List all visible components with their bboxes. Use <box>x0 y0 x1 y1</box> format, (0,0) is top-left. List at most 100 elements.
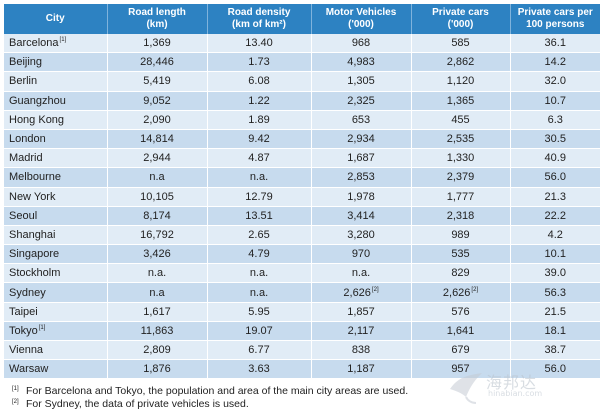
cell-value: 12.79 <box>245 190 273 203</box>
cell-value: 4.87 <box>248 152 270 165</box>
cell-value: 6.3 <box>547 113 563 126</box>
cell-motor-vehicles: 2,6262 <box>311 282 412 303</box>
cell-value: Tokyo <box>9 324 38 337</box>
cell-value: n.a. <box>249 171 269 184</box>
cell-city: Seoul <box>4 206 108 226</box>
cell-private-cars: 535 <box>411 244 511 265</box>
cell-value: 2,944 <box>143 152 171 165</box>
document: City Road length (km) Road density (km of km… <box>4 4 600 411</box>
cell-road-density: 4.79 <box>207 244 312 265</box>
cell-value: 653 <box>351 113 371 126</box>
cell-value: 3,280 <box>347 228 375 241</box>
cell-motor-vehicles: 1,687 <box>311 148 412 169</box>
cell-value: 989 <box>451 228 470 241</box>
cell-value: 16,792 <box>140 228 174 241</box>
bird-logo-icon <box>450 373 482 404</box>
footnote: [1] For Barcelona and Tokyo, the populati… <box>4 385 600 398</box>
table-row: Seoul 8,174 13.51 3,414 2,318 22.2 <box>4 206 600 226</box>
cell-value: Sydney <box>9 286 46 299</box>
cell-value: Barcelona <box>9 37 59 50</box>
table-row: Stockholm n.a. n.a. n.a. 829 39.0 <box>4 263 600 284</box>
cell-per100: 38.7 <box>510 340 600 361</box>
cell-city: Stockholm <box>4 263 108 284</box>
cell-value: Beijing <box>9 56 43 69</box>
cell-value: 13.40 <box>245 37 273 50</box>
cell-road-density: 13.51 <box>207 206 312 226</box>
cell-value: 10.1 <box>544 248 566 261</box>
cell-road-length: 14,814 <box>107 129 208 150</box>
cell-value: 1,687 <box>347 152 375 165</box>
table-row: Vienna 2,809 6.77 838 679 38.7 <box>4 340 600 361</box>
cell-private-cars: 585 <box>411 34 511 54</box>
cell-road-length: 11,863 <box>107 321 208 342</box>
cell-city: Taipei <box>4 302 108 322</box>
cell-motor-vehicles: 970 <box>311 244 412 265</box>
cell-city: New York <box>4 187 108 207</box>
cell-value: 3,414 <box>347 209 375 222</box>
cell-value: n.a. <box>351 267 371 280</box>
cell-value: 8,174 <box>143 209 171 222</box>
header-row: City Road length (km) Road density (km of km… <box>4 4 600 34</box>
cell-value: 32.0 <box>544 75 566 88</box>
footnote-marker: 2 <box>372 287 379 293</box>
cell-value: 838 <box>351 344 371 357</box>
cell-per100: 6.3 <box>510 110 600 130</box>
cell-value: 1,857 <box>347 305 375 318</box>
cell-motor-vehicles: 1,978 <box>311 187 412 207</box>
cell-road-length: 5,419 <box>107 71 208 92</box>
cell-value: 2,626 <box>343 286 371 299</box>
watermark-sub: hinabian.com <box>488 389 543 398</box>
cell-value: Vienna <box>9 344 44 357</box>
cell-motor-vehicles: 3,414 <box>311 206 412 226</box>
cell-value: 1,120 <box>446 75 475 88</box>
cell-private-cars: 1,365 <box>411 91 511 111</box>
table-row: Singapore 3,426 4.79 970 535 10.1 <box>4 244 600 265</box>
cell-value: 1,978 <box>347 190 375 203</box>
cell-city: Barcelona1 <box>4 34 108 54</box>
table-row: Melbourne n.a n.a. 2,853 2,379 56.0 <box>4 167 600 188</box>
table-body: Barcelona11,36913.4096858536.1Beijing28,… <box>4 34 600 380</box>
cell-value: 10.7 <box>544 94 566 107</box>
cell-per100: 21.3 <box>510 187 600 207</box>
cell-value: 957 <box>451 363 470 376</box>
city-transport-table: City Road length (km) Road density (km of km… <box>4 4 600 380</box>
table-row: Warsaw 1,876 3.63 1,187 957 56.0 <box>4 359 600 380</box>
cell-city: Singapore <box>4 244 108 265</box>
cell-motor-vehicles: n.a. <box>311 263 412 284</box>
cell-city: Sydney <box>4 282 108 303</box>
cell-value: Madrid <box>9 152 43 165</box>
cell-value: 14,814 <box>140 133 174 146</box>
cell-road-density: 6.77 <box>207 340 312 361</box>
cell-city: Warsaw <box>4 359 108 380</box>
cell-city: London <box>4 129 108 150</box>
cell-value: 1,305 <box>347 75 375 88</box>
footnote-text: For Sydney, the data of private vehicles… <box>26 398 249 411</box>
cell-value: 2,090 <box>143 113 171 126</box>
cell-road-density: 9.42 <box>207 129 312 150</box>
cell-road-density: 13.40 <box>207 34 312 54</box>
cell-value: 2,853 <box>347 171 375 184</box>
cell-road-length: 16,792 <box>107 225 208 246</box>
cell-value: 679 <box>451 344 470 357</box>
table-row: Beijing 28,446 1.73 4,983 2,862 14.2 <box>4 52 600 73</box>
table-header: City Road length (km) Road density (km of km… <box>4 4 600 34</box>
cell-value: 1,365 <box>446 94 475 107</box>
cell-value: 1,330 <box>446 152 475 165</box>
cell-motor-vehicles: 1,187 <box>311 359 412 380</box>
cell-road-length: 1,876 <box>107 359 208 380</box>
cell-value: Berlin <box>9 75 38 88</box>
cell-value: 829 <box>451 267 470 280</box>
cell-value: 2,117 <box>347 324 375 337</box>
cell-road-density: 19.07 <box>207 321 312 342</box>
cell-value: 40.9 <box>544 152 566 165</box>
cell-city: Beijing <box>4 52 108 73</box>
cell-value: 56.0 <box>544 171 566 184</box>
cell-private-cars: 455 <box>411 110 511 130</box>
watermark: 海邦达 hinabian.com <box>446 367 596 407</box>
table-row: Barcelona1 1,369 13.40 968 585 36.1 <box>4 34 600 54</box>
cell-value: 4.79 <box>248 248 270 261</box>
footnote-text: For Barcelona and Tokyo, the population … <box>26 385 409 398</box>
cell-value: 1.73 <box>248 56 270 69</box>
table-row: Shanghai 16,792 2.65 3,280 989 4.2 <box>4 225 600 246</box>
